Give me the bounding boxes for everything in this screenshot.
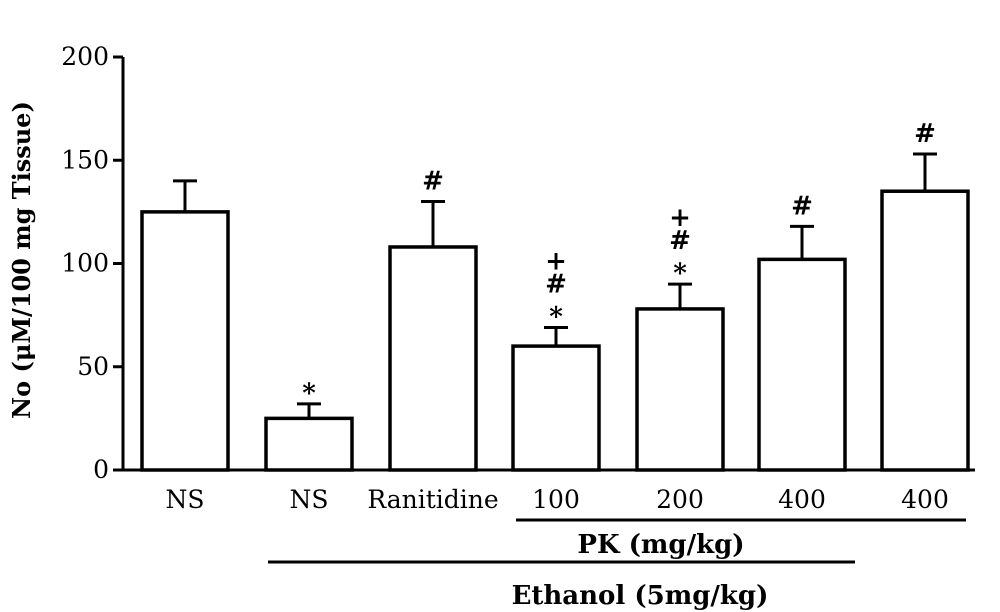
significance-marker: + — [669, 203, 691, 233]
y-axis-label: No (μM/100 mg Tissue) — [7, 101, 36, 419]
error-bars — [173, 152, 937, 419]
y-tick-label: 150 — [61, 145, 109, 174]
y-tick-label: 100 — [61, 249, 109, 278]
y-ticks: 0 50 100 150 200 — [61, 42, 123, 484]
category-labels: NS NS Ranitidine 100 200 400 400 — [165, 485, 948, 514]
significance-marker: * — [302, 379, 316, 409]
bar — [511, 344, 601, 472]
significance-marker: # — [914, 119, 936, 149]
y-tick-label: 50 — [77, 352, 109, 381]
bar — [388, 245, 478, 472]
significance-marker: + — [545, 247, 567, 277]
significance-marker: * — [549, 303, 563, 333]
bar — [757, 257, 847, 472]
y-tick-label: 200 — [61, 42, 109, 71]
y-tick-label: 0 — [93, 455, 109, 484]
category-label: 200 — [656, 485, 704, 514]
bar — [635, 307, 725, 472]
significance-marker: # — [669, 226, 691, 256]
category-label: 100 — [532, 485, 580, 514]
bar — [140, 210, 230, 472]
category-label: 400 — [901, 485, 949, 514]
bar — [264, 416, 354, 472]
significance-marker: * — [673, 259, 687, 289]
category-label: NS — [289, 485, 328, 514]
significance-markers: *#*#+ *#+ ## — [302, 119, 936, 409]
category-label: 400 — [778, 485, 826, 514]
significance-marker: # — [422, 167, 444, 197]
group-brackets: PK (mg/kg) Ethanol (5mg/kg) — [268, 518, 966, 611]
significance-marker: # — [545, 270, 567, 300]
category-label: NS — [165, 485, 204, 514]
significance-marker: # — [791, 191, 813, 221]
ethanol-group-label: Ethanol (5mg/kg) — [512, 581, 769, 611]
bar — [880, 189, 970, 472]
pk-group-label: PK (mg/kg) — [577, 530, 744, 560]
category-label: Ranitidine — [367, 485, 498, 514]
bars — [140, 189, 970, 472]
